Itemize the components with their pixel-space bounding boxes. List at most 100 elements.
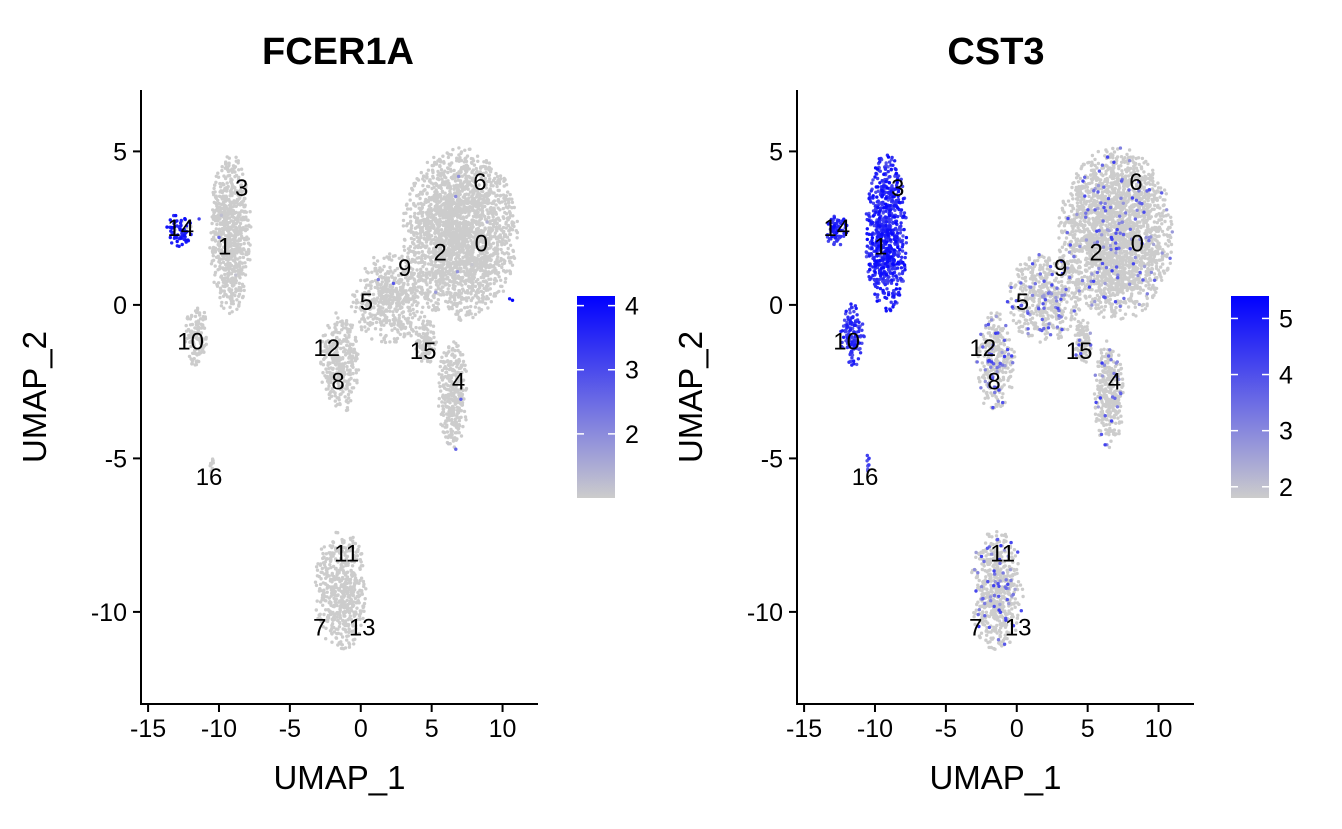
cell-point — [370, 337, 374, 341]
cell-point — [457, 289, 461, 293]
cell-point — [423, 296, 427, 301]
cell-point — [349, 390, 353, 394]
cell-point — [492, 281, 496, 286]
cell-point — [379, 327, 383, 332]
cell-point — [449, 266, 454, 270]
cell-point — [504, 202, 508, 206]
cell-point — [455, 412, 459, 416]
cell-point — [337, 571, 341, 575]
cell-point — [237, 268, 241, 273]
cell-point — [359, 576, 364, 580]
cell-point — [218, 244, 222, 248]
cell-point — [319, 547, 324, 551]
cell-point — [427, 228, 432, 232]
cell-point — [446, 287, 450, 291]
cell-point — [458, 318, 463, 322]
cell-point — [241, 255, 246, 260]
cell-point — [347, 396, 351, 400]
cell-point — [410, 186, 414, 191]
cell-point — [498, 194, 502, 198]
cell-point — [226, 276, 230, 281]
cell-point — [452, 340, 456, 344]
cell-point — [440, 400, 444, 404]
cell-point — [515, 219, 519, 224]
cell-point — [238, 188, 243, 192]
cell-point — [487, 189, 491, 193]
cell-point — [349, 597, 353, 602]
cell-point — [464, 219, 468, 224]
cell-point — [503, 259, 507, 263]
cell-point — [346, 400, 350, 405]
cell-point — [405, 207, 410, 211]
cell-point — [442, 293, 446, 297]
cell-point — [456, 295, 461, 299]
cell-point — [455, 183, 459, 188]
cell-point — [443, 234, 447, 238]
cell-point — [401, 322, 405, 327]
cell-point — [224, 211, 228, 215]
cell-point — [342, 350, 347, 354]
cell-point — [461, 287, 465, 291]
cell-point — [391, 281, 396, 286]
cell-point — [467, 196, 471, 200]
cell-point — [506, 197, 510, 202]
cell-point — [220, 202, 224, 207]
cell-point — [481, 263, 485, 268]
cell-point — [349, 305, 354, 309]
cell-point — [332, 612, 336, 616]
cell-point — [461, 424, 465, 429]
cell-point — [234, 261, 238, 266]
cell-point — [499, 177, 503, 181]
cell-point — [201, 318, 205, 322]
cell-point — [239, 183, 243, 187]
cell-point — [502, 216, 506, 221]
cell-point — [334, 311, 338, 315]
cell-point — [503, 242, 507, 246]
cell-point — [227, 249, 231, 253]
cell-point — [456, 274, 461, 278]
cell-point — [225, 198, 230, 202]
cell-point — [462, 261, 466, 265]
cell-point — [459, 415, 463, 419]
cell-point — [224, 251, 229, 256]
cell-point — [470, 262, 474, 267]
cell-point — [373, 285, 377, 290]
cell-point — [443, 175, 447, 179]
cell-point — [236, 246, 241, 251]
cell-point — [225, 155, 229, 159]
cell-point — [425, 232, 430, 237]
cell-point — [463, 180, 467, 184]
cell-point — [348, 330, 352, 334]
cell-point — [454, 312, 458, 316]
cell-point — [365, 278, 369, 282]
cell-point — [351, 386, 356, 390]
cell-point — [340, 599, 344, 603]
cell-point — [411, 285, 416, 290]
cell-point — [436, 307, 441, 312]
cell-point — [387, 257, 391, 261]
cell-point — [218, 264, 222, 269]
cell-point — [325, 575, 329, 579]
cell-point — [193, 348, 198, 352]
cell-point — [372, 255, 376, 260]
cell-point — [387, 297, 391, 301]
cell-point — [506, 218, 510, 222]
cell-point — [343, 623, 347, 628]
cell-point — [456, 360, 461, 365]
cell-point — [444, 277, 448, 281]
cell-point — [426, 328, 430, 332]
cell-point — [488, 234, 493, 239]
cell-point — [413, 278, 417, 282]
cell-point — [227, 161, 231, 165]
cell-point — [345, 406, 350, 410]
cell-point — [240, 252, 245, 256]
cell-point — [439, 194, 443, 198]
cell-point — [485, 294, 489, 299]
cell-point — [459, 261, 463, 265]
cell-point — [391, 254, 396, 258]
cell-point — [455, 159, 459, 163]
cell-point — [385, 281, 389, 286]
cell-point — [229, 255, 234, 259]
cell-point — [477, 284, 482, 288]
cell-point — [412, 282, 416, 286]
